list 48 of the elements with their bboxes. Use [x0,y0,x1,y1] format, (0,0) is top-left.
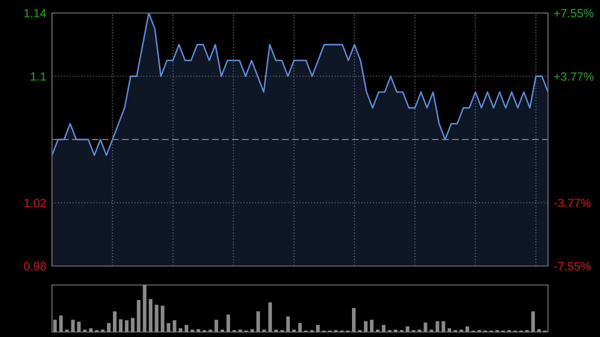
y-tick-label: 1.1 [30,72,46,81]
bar [130,318,134,332]
bar [448,328,452,332]
bar [160,306,164,332]
y2-tick-label: -7.55% [554,262,591,270]
bar [59,316,63,332]
bar [142,285,146,332]
y-tick-label: 0.98 [24,262,46,270]
bar [124,320,128,332]
bar [256,311,260,332]
bar [196,329,200,332]
bar [316,324,320,332]
bar [71,320,75,332]
bar [226,314,230,332]
bar [184,324,188,332]
bar [382,324,386,332]
y-tick-label: 1.02 [24,198,46,208]
bar [364,321,368,332]
bar [466,326,470,332]
y2-tick-label: +3.77% [554,72,594,81]
bar [172,320,176,332]
bar [106,323,111,332]
bar [77,322,81,332]
bar [286,316,290,332]
y2-tick-label: -3.77% [554,198,591,208]
bar [118,319,123,332]
y-tick-label: 1.14 [24,9,46,18]
bar [537,329,541,332]
bar [166,323,170,332]
bar [53,320,57,332]
y2-tick-label: +7.55% [554,9,594,18]
bar [136,300,140,332]
bar [178,328,182,332]
bar [406,326,410,332]
bar [89,328,93,332]
bar [298,323,302,332]
bar [370,320,374,332]
bar [442,321,446,332]
bar [352,308,356,332]
bar [531,311,535,332]
bar [154,304,158,332]
bar [250,329,254,332]
bar [112,311,117,332]
bar [268,302,272,332]
bar [436,321,440,332]
bar [148,299,152,332]
bar [424,322,428,332]
bar [214,320,218,332]
